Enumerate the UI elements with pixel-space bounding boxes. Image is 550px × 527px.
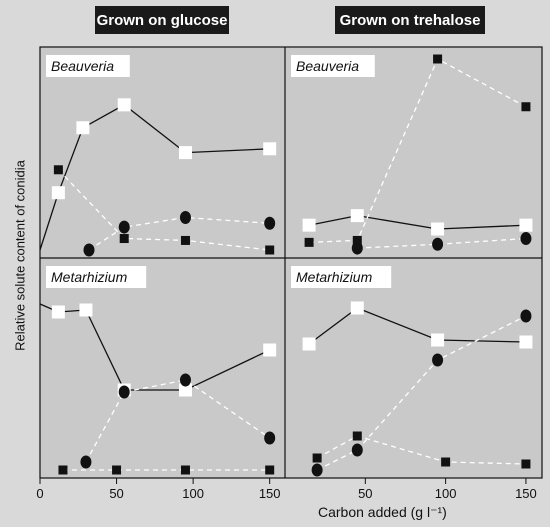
data-point-filled-square <box>58 465 68 475</box>
x-tick-label: 0 <box>36 486 43 501</box>
data-point-filled-square <box>265 245 275 255</box>
data-point-filled-circle <box>80 455 92 469</box>
data-point-filled-circle <box>118 385 130 399</box>
data-point-filled-square <box>265 465 275 475</box>
data-point-filled-circle <box>83 243 95 257</box>
data-point-open-square <box>431 222 445 236</box>
data-point-filled-square <box>180 465 190 475</box>
data-point-open-square <box>350 301 364 315</box>
header-glucose-text: Grown on glucose <box>96 11 228 29</box>
data-point-filled-square <box>521 459 531 469</box>
data-point-open-square <box>431 333 445 347</box>
data-point-open-square <box>51 305 65 319</box>
series-line-filled_circle <box>88 216 270 251</box>
data-point-open-square <box>302 218 316 232</box>
panel-label: Beauveria <box>51 58 114 74</box>
data-point-open-square <box>117 98 131 112</box>
series-line-filled_circle <box>357 237 526 249</box>
x-tick-label: 150 <box>259 486 281 501</box>
x-tick-label: 100 <box>435 486 457 501</box>
data-point-filled-square <box>180 235 190 245</box>
data-point-filled-square <box>312 453 322 463</box>
data-point-filled-square <box>119 234 129 244</box>
data-point-open-square <box>263 142 277 156</box>
panel-label-box <box>46 55 130 77</box>
header-trehalose-text: Grown on trehalose <box>339 11 481 29</box>
data-point-filled-circle <box>351 443 363 457</box>
data-point-open-square <box>302 337 316 351</box>
series-line-filled_circle <box>85 379 271 463</box>
panel-label-box <box>46 266 147 288</box>
x-tick-label: 100 <box>182 486 204 501</box>
data-point-filled-square <box>521 102 531 112</box>
series-line-open_square <box>39 104 270 251</box>
header-trehalose: Grown on trehalose <box>335 6 485 34</box>
data-point-filled-circle <box>264 431 276 445</box>
data-point-filled-square <box>441 457 451 467</box>
panel-label: Beauveria <box>296 58 359 74</box>
data-point-filled-square <box>53 165 63 175</box>
x-tick-label: 50 <box>109 486 123 501</box>
data-point-filled-square <box>112 465 122 475</box>
series-line-filled_square <box>309 58 527 244</box>
data-point-filled-circle <box>432 237 444 251</box>
panel-label: Metarhizium <box>296 269 373 285</box>
series-line-open_square <box>308 307 526 345</box>
series-line-filled_circle <box>316 315 527 471</box>
data-point-filled-circle <box>520 309 532 323</box>
data-point-open-square <box>519 218 533 232</box>
data-point-filled-circle <box>520 232 532 246</box>
data-point-open-square <box>51 186 65 200</box>
x-tick-label: 150 <box>515 486 537 501</box>
panel-label-box <box>291 55 375 77</box>
series-line-filled_square <box>57 169 270 251</box>
data-point-open-square <box>178 146 192 160</box>
data-point-filled-circle <box>264 216 276 230</box>
panel-label: Metarhizium <box>51 269 128 285</box>
panel-label-box <box>291 266 392 288</box>
data-point-filled-square <box>433 54 443 64</box>
header-glucose: Grown on glucose <box>95 6 229 34</box>
plot-area <box>39 46 543 479</box>
data-point-open-square <box>350 209 364 223</box>
series-line-filled_square <box>316 435 526 465</box>
data-point-open-square <box>76 121 90 135</box>
data-point-filled-square <box>352 431 362 441</box>
data-point-filled-circle <box>179 373 191 387</box>
x-axis-label: Carbon added (g l⁻¹) <box>318 504 447 520</box>
data-point-filled-circle <box>118 220 130 234</box>
data-point-filled-circle <box>179 211 191 225</box>
data-point-filled-square <box>304 237 314 247</box>
data-point-filled-circle <box>311 463 323 477</box>
data-point-filled-square <box>352 235 362 245</box>
data-point-open-square <box>79 303 93 317</box>
series-line-open_square <box>308 214 526 230</box>
x-tick-label: 50 <box>358 486 372 501</box>
data-point-open-square <box>519 335 533 349</box>
data-point-open-square <box>263 343 277 357</box>
data-point-filled-circle <box>432 353 444 367</box>
